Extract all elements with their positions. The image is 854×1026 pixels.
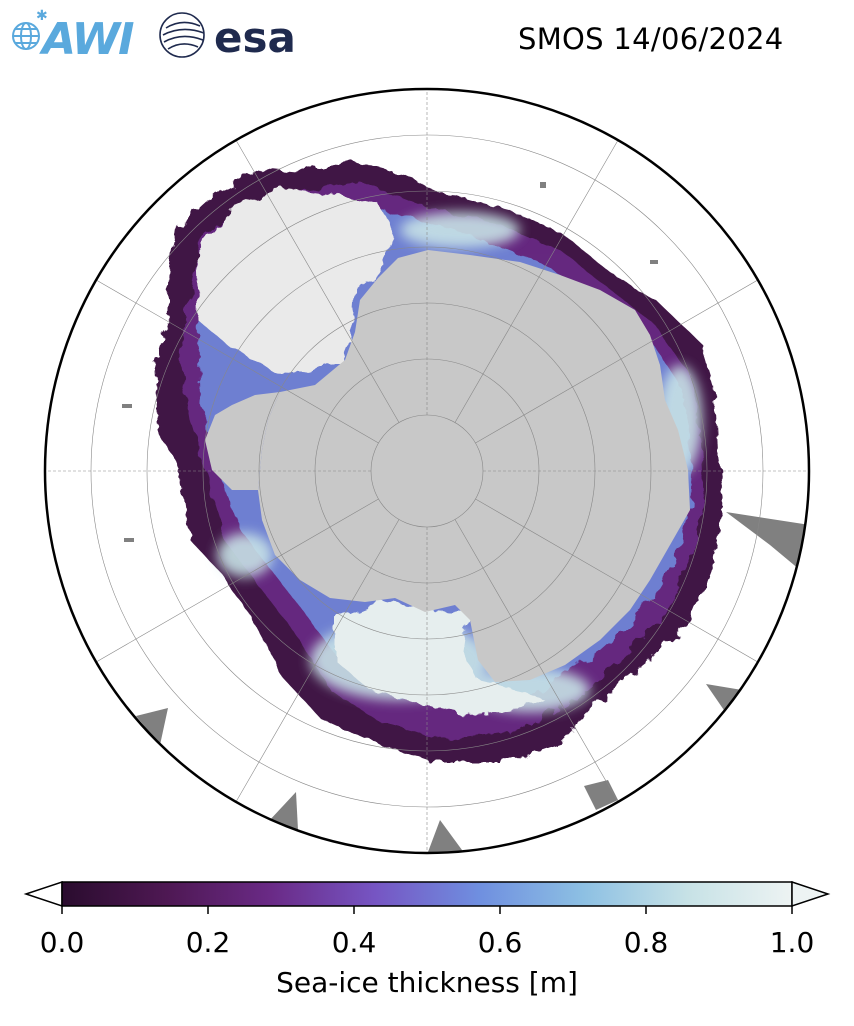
colorbar-tick-label: 0.4 [331, 926, 377, 959]
globe-icon [12, 22, 40, 50]
polar-map [43, 87, 811, 855]
colorbar-tick-label: 1.0 [769, 926, 815, 959]
esa-logo: esa [159, 12, 296, 62]
map-boundary [43, 87, 811, 855]
colorbar-tick-label: 0.6 [477, 926, 523, 959]
meridian-line [231, 133, 400, 423]
meridian-line [475, 498, 765, 667]
meridian-line [454, 133, 623, 423]
colorbar-tick-label: 0.2 [185, 926, 231, 959]
latitude-circle [146, 190, 708, 752]
star-icon: ✱ [36, 8, 48, 24]
colorbar-gradient [61, 881, 793, 907]
meridian-line [454, 519, 623, 809]
esa-globe-icon [159, 12, 205, 58]
meridian-line [475, 275, 765, 444]
graticule [45, 89, 809, 853]
meridian-line [231, 519, 400, 809]
colorbar-extend-min [23, 880, 63, 908]
colorbar-extend-max [791, 880, 831, 908]
weddell-sea-ice [196, 188, 395, 372]
awi-logo-text: AWI [39, 14, 134, 62]
antarctic-peninsula [205, 392, 280, 490]
colorbar-label: Sea-ice thickness [m] [276, 966, 578, 999]
esa-logo-text: esa [214, 13, 296, 62]
antarctica-land [258, 250, 690, 682]
colorbar-ticks [61, 906, 793, 914]
awi-logo: ✱ AWI [12, 8, 136, 62]
map-title: SMOS 14/06/2024 [518, 22, 784, 56]
meridian-line [89, 275, 379, 444]
colorbar [23, 880, 831, 914]
colorbar-tick-label: 0.0 [39, 926, 85, 959]
ross-sea-ice [335, 600, 545, 716]
colorbar-tick-label: 0.8 [623, 926, 669, 959]
no-data-regions [122, 182, 809, 853]
meridian-line [89, 498, 379, 667]
